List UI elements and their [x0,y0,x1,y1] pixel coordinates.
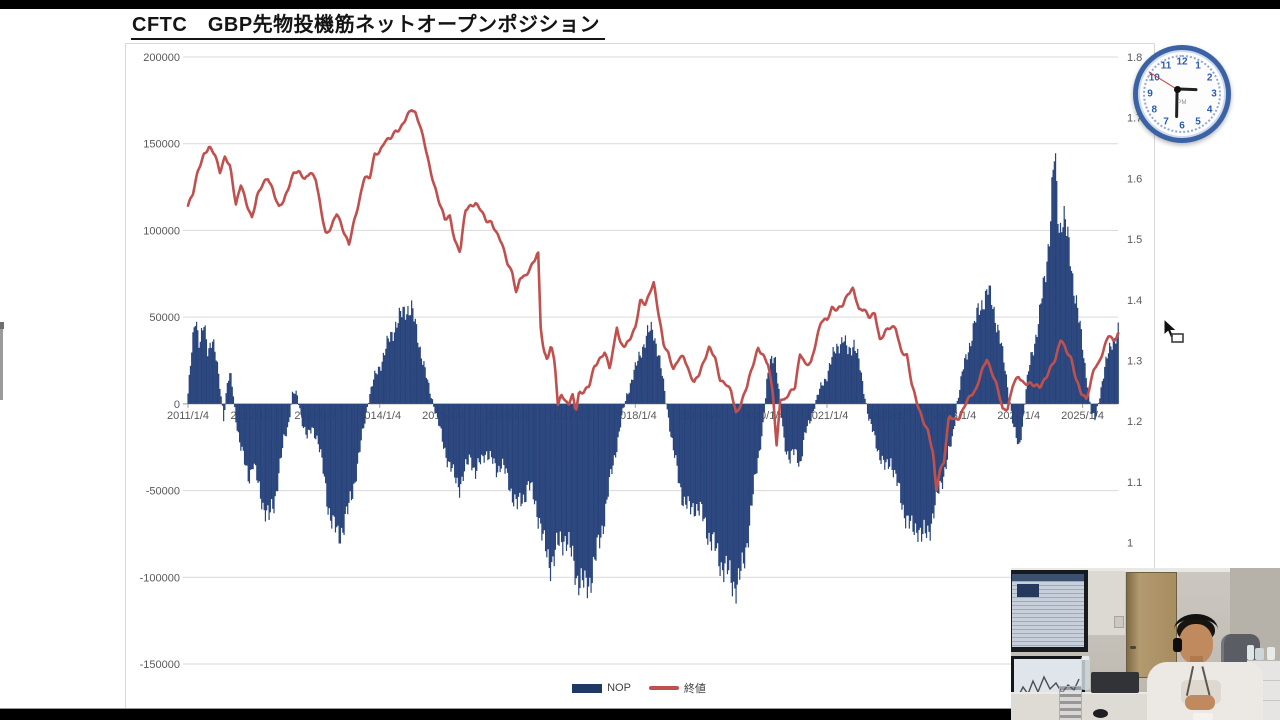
clock-numeral-9: 9 [1147,88,1153,100]
svg-text:1.2: 1.2 [1127,416,1142,428]
glass-cup [1059,686,1082,720]
light-switch [1114,616,1124,628]
legend-label: NOP [607,682,631,694]
clock-numeral-12: 12 [1176,56,1188,68]
legend-item-close[interactable]: 終値 [648,680,706,696]
clock-numeral-7: 7 [1163,116,1169,128]
svg-text:1.8: 1.8 [1127,52,1142,64]
white-cup [1193,713,1213,720]
svg-text:1.5: 1.5 [1127,234,1142,246]
svg-text:1.6: 1.6 [1127,173,1142,185]
svg-text:-150000: -150000 [140,659,180,671]
svg-text:0: 0 [174,399,180,411]
svg-text:2021/1/4: 2021/1/4 [806,410,849,422]
door-handle [1130,646,1136,649]
water-bottle [1081,656,1090,690]
svg-text:1.3: 1.3 [1127,356,1142,368]
headphones-icon [1174,614,1218,645]
left-edge-artifact-dark [0,322,4,329]
svg-text:1.1: 1.1 [1127,477,1142,489]
person-hands [1185,695,1215,710]
chart-title: CFTC GBP先物投機筋ネットオープンポジション [131,8,605,40]
shelf-bottle [1247,645,1254,660]
legend-bar-swatch [572,683,603,693]
clock-numeral-11: 11 [1160,60,1172,72]
svg-text:2011/1/4: 2011/1/4 [167,410,209,422]
webcam-overlay [1011,568,1280,720]
letterbox-bottom-divider [0,708,1280,709]
svg-text:150000: 150000 [143,139,180,151]
clock-numeral-5: 5 [1195,116,1201,128]
clock-numeral-1: 1 [1195,60,1201,72]
svg-text:2018/1/4: 2018/1/4 [614,410,657,422]
mouse-cursor-icon [1163,319,1184,343]
clock-numeral-8: 8 [1151,104,1158,116]
svg-text:2014/1/4: 2014/1/4 [358,410,401,422]
left-axis-labels: 200000 150000 100000 50000 0 -50000 -100000 -15… [140,52,180,671]
computer-mouse [1093,709,1108,718]
nop-bars-series[interactable] [187,153,1119,604]
svg-text:-50000: -50000 [146,486,180,498]
legend-label: 終値 [683,683,706,695]
desk-black-box [1091,672,1139,693]
webcam-top-edge [1011,568,1280,572]
bottle-cap [1082,656,1089,660]
letterbox-bottom-bar [0,709,1280,720]
chart-legend[interactable]: NOP 終値 [125,680,1153,696]
headphone-ear-cup [1173,638,1182,652]
svg-text:1.4: 1.4 [1127,295,1142,307]
svg-text:-100000: -100000 [140,572,180,584]
clock-period-label: PM [1177,100,1187,107]
right-axis-labels: 1.81.71.61.51.41.31.21.11 [1127,52,1142,550]
clock-numeral-2: 2 [1206,72,1213,84]
clock-numeral-6: 6 [1179,120,1185,132]
legend-line-swatch [648,686,679,690]
monitor-top-screen [1012,574,1084,647]
shelf-bottle [1255,648,1264,660]
monitor-top [1011,570,1088,652]
legend-item-nop[interactable]: NOP [572,680,631,696]
svg-text:1: 1 [1127,538,1133,550]
clock-numeral-3: 3 [1211,88,1217,100]
left-edge-artifact [0,322,3,400]
svg-text:50000: 50000 [149,312,180,324]
svg-text:200000: 200000 [143,52,180,64]
desk [1011,692,1169,720]
letterbox-top-bar [0,0,1280,9]
svg-text:100000: 100000 [143,225,180,237]
close-price-line-series[interactable] [186,108,1120,493]
shelf-bottle [1267,647,1275,660]
clock-numeral-4: 4 [1206,104,1213,116]
clock-numeral-10: 10 [1148,72,1160,84]
cursor-marquee-box [1171,333,1184,343]
monitor-screen-panel [1017,584,1039,597]
clock-tick-ring [1143,55,1221,133]
monitor-screen-header [1012,574,1084,581]
svg-text:2025/1/4: 2025/1/4 [1061,410,1104,422]
clock-center-cap [1173,85,1181,93]
analog-clock-widget: 1 2 3 4 5 6 7 8 9 10 11 12 PM [1133,45,1231,143]
person-neck [1190,656,1203,665]
